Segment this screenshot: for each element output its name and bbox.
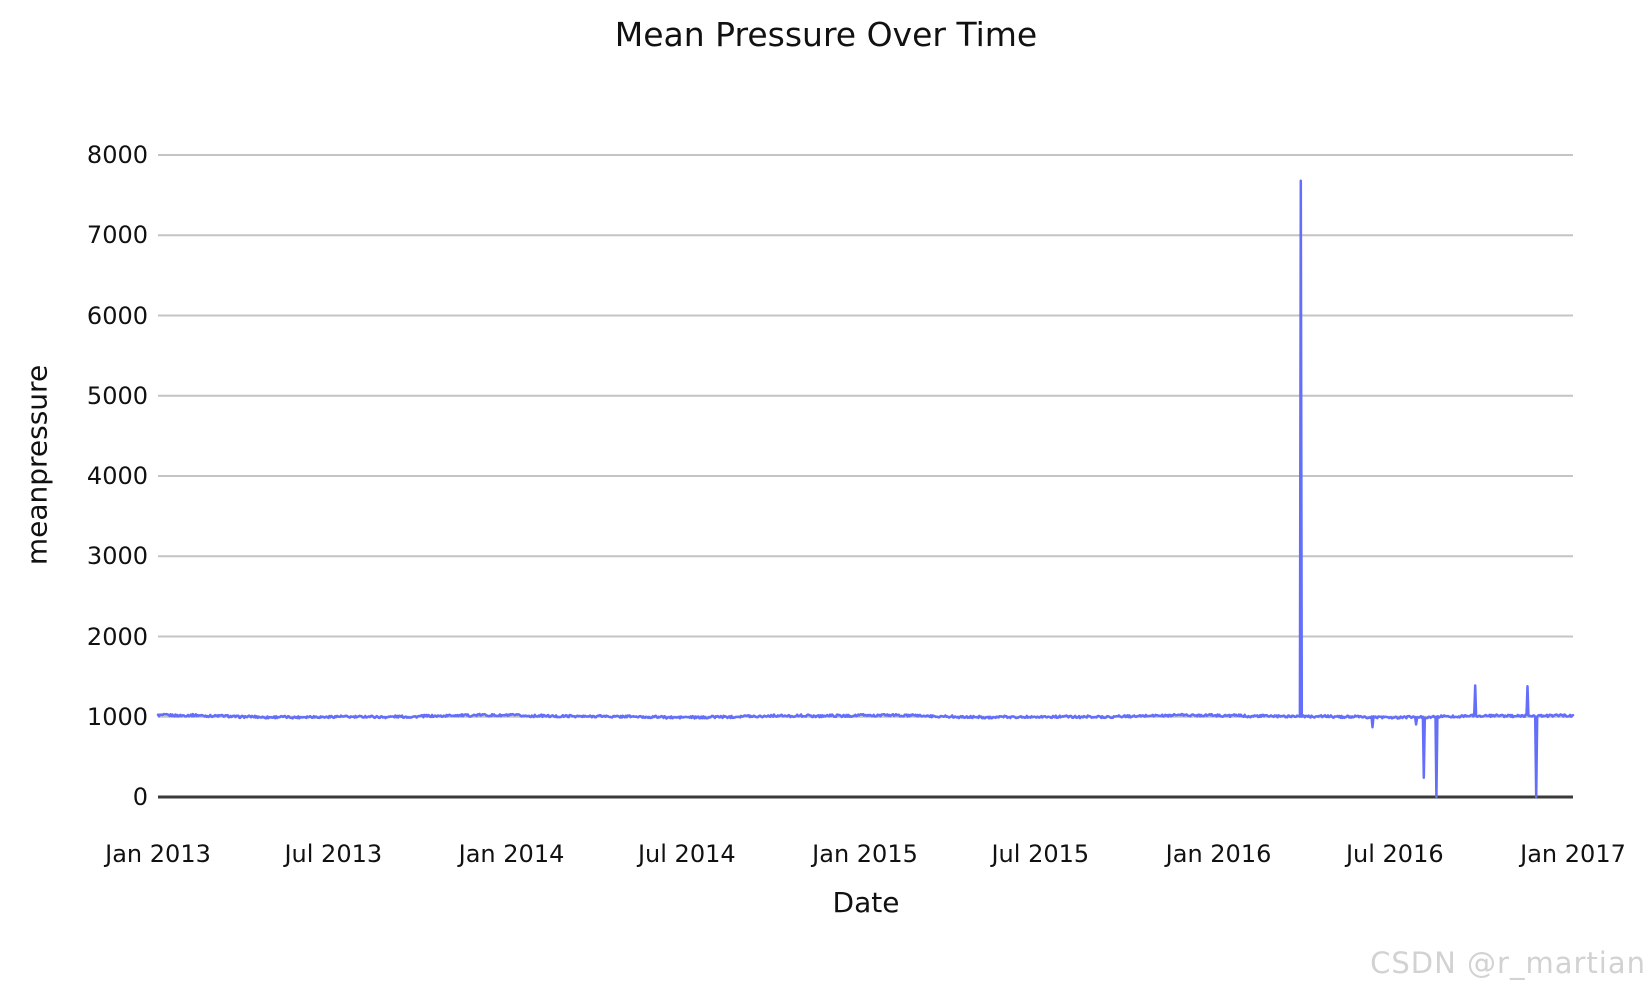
x-tick-label: Jan 2015 — [812, 840, 918, 868]
x-tick-label: Jul 2014 — [637, 840, 736, 868]
y-tick-label: 6000 — [86, 301, 148, 330]
watermark-text: CSDN @r_martian — [1370, 946, 1646, 980]
meanpressure-line-series — [156, 179, 1575, 799]
y-tick-label: 5000 — [86, 381, 148, 410]
x-tick-label: Jan 2013 — [105, 840, 211, 868]
x-axis-title: Date — [832, 886, 900, 919]
chart-title: Mean Pressure Over Time — [614, 15, 1038, 54]
y-tick-label: 4000 — [86, 462, 148, 490]
x-tick-label: Jan 2014 — [458, 840, 565, 868]
y-tick-label: 1000 — [86, 702, 148, 731]
y-tick-label: 7000 — [86, 221, 148, 250]
y-tick-label: 0 — [132, 783, 148, 811]
y-tick-label: 2000 — [86, 622, 148, 651]
x-tick-label: Jul 2015 — [991, 840, 1090, 868]
x-tick-label: Jan 2017 — [1520, 840, 1626, 868]
y-tick-label: 8000 — [86, 141, 148, 169]
x-tick-label: Jan 2016 — [1165, 840, 1272, 868]
x-tick-label: Jul 2016 — [1345, 840, 1444, 868]
x-tick-label: Jul 2013 — [284, 840, 383, 868]
y-tick-label: 3000 — [86, 542, 148, 571]
